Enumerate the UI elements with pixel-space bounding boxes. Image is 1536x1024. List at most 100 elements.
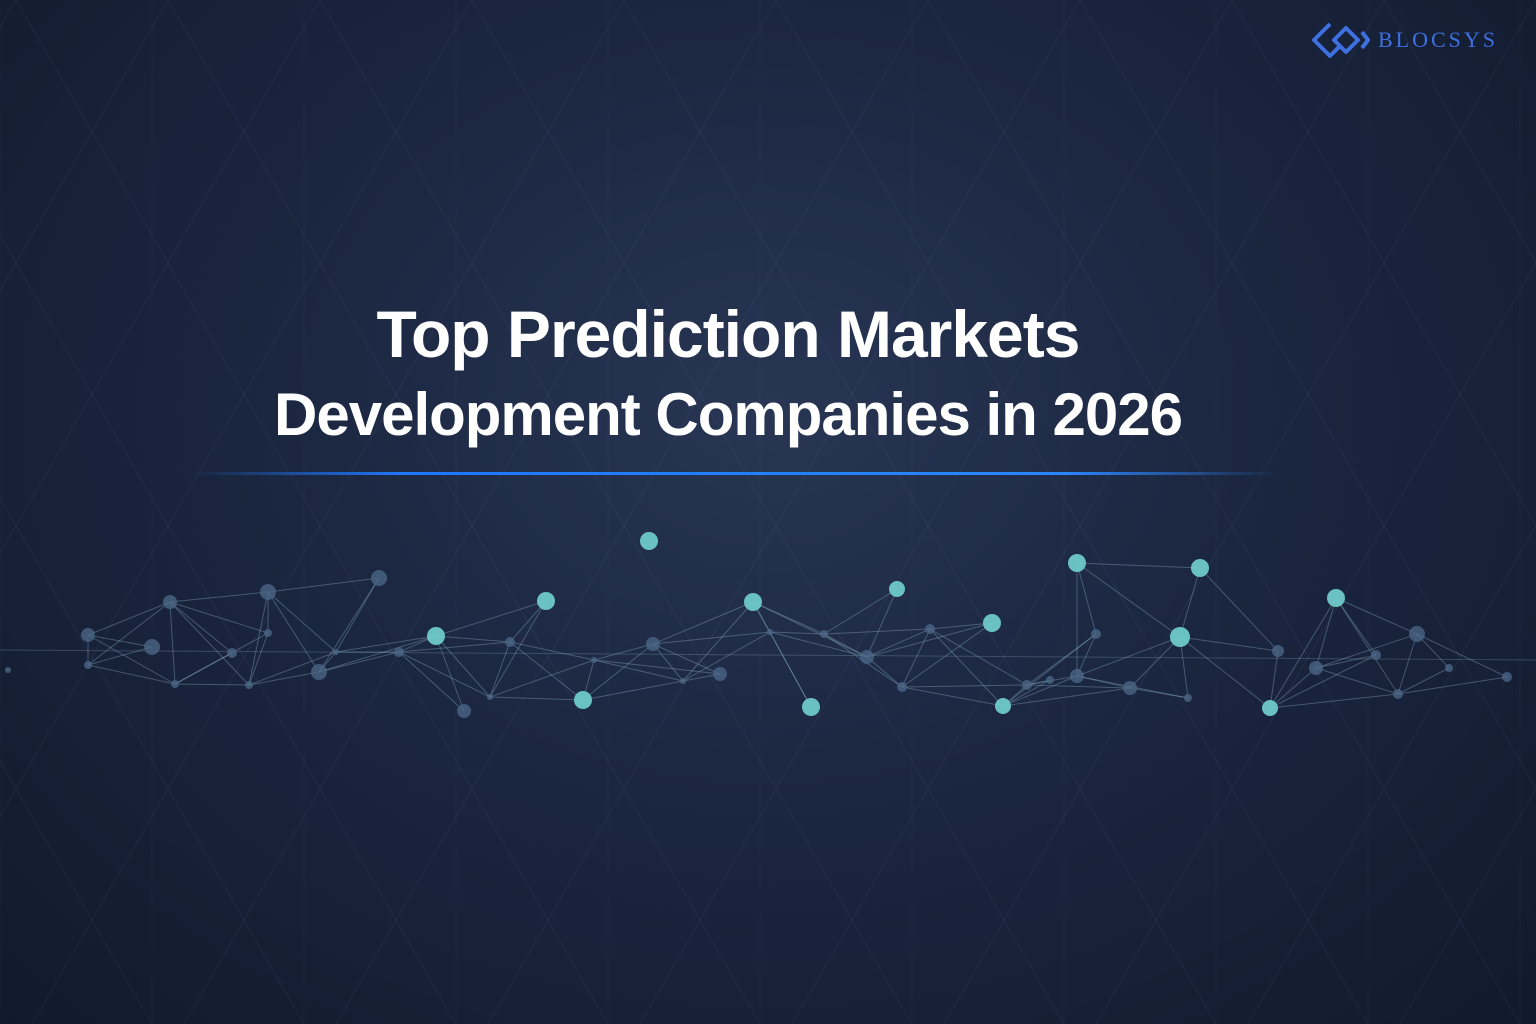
network-edge — [1315, 597, 1337, 669]
network-edge — [1179, 636, 1189, 699]
network-node — [1327, 589, 1345, 607]
network-edge — [489, 600, 547, 698]
network-edge — [1129, 687, 1189, 699]
network-edge — [1076, 562, 1201, 569]
network-edge — [1026, 633, 1097, 686]
network-edge — [169, 591, 269, 603]
network-edge — [682, 601, 754, 682]
network-node — [591, 657, 597, 663]
network-edge — [169, 601, 250, 686]
network-node — [646, 637, 660, 651]
network-node — [574, 691, 592, 709]
network-edge — [1076, 562, 1097, 635]
network-edge — [652, 631, 771, 645]
network-edge — [248, 671, 320, 686]
network-edge — [248, 651, 337, 686]
network-edge — [682, 631, 771, 682]
network-edge — [1199, 567, 1279, 652]
network-edge — [1416, 633, 1508, 678]
network-node — [163, 595, 177, 609]
network-edge — [267, 577, 380, 593]
network-node — [802, 698, 820, 716]
network-edge — [489, 641, 511, 698]
network-node — [1191, 559, 1209, 577]
network-edge — [1315, 654, 1377, 669]
grid-line — [0, 0, 169, 292]
network-edge — [1002, 687, 1131, 707]
network-edge — [435, 600, 547, 637]
network-edge — [318, 577, 380, 673]
network-edge — [866, 622, 993, 658]
network-edge — [489, 696, 584, 701]
network-node — [537, 592, 555, 610]
grid-line — [335, 0, 929, 1024]
grid-line — [623, 0, 1217, 1024]
network-node — [640, 532, 658, 550]
network-edge — [866, 656, 903, 688]
network-edge — [1269, 693, 1399, 709]
network-edge — [335, 577, 380, 653]
network-node — [1502, 672, 1512, 682]
network-edge — [866, 588, 898, 658]
network-edge — [593, 659, 684, 682]
network-node — [505, 637, 515, 647]
network-node — [260, 584, 276, 600]
network-edge — [1269, 667, 1317, 709]
grid-line — [1383, 0, 1536, 264]
network-edge — [1002, 633, 1097, 707]
grid-line — [775, 0, 1369, 1024]
accent-divider — [190, 472, 1280, 475]
headline-line-1: Top Prediction Markets — [376, 297, 1081, 371]
network-edge — [435, 635, 511, 643]
network-edge — [769, 631, 812, 708]
network-edge — [174, 683, 250, 686]
network-edge — [87, 634, 153, 648]
network-node — [860, 650, 874, 664]
blocsys-logo-icon — [1312, 22, 1370, 58]
network-node — [1393, 689, 1403, 699]
network-edge — [752, 601, 812, 708]
network-edge — [901, 686, 1004, 707]
network-edge — [174, 632, 269, 685]
network-edge — [593, 659, 721, 675]
network-edge — [1269, 597, 1337, 709]
network-edge — [1335, 597, 1418, 635]
network-edge — [87, 664, 176, 685]
network-node — [897, 682, 907, 692]
network-edge — [435, 635, 465, 712]
network-node — [84, 661, 92, 669]
network-edge — [1076, 562, 1181, 638]
network-node — [1070, 669, 1084, 683]
network-node — [427, 627, 445, 645]
grid-line — [183, 0, 777, 1024]
network-edge — [398, 651, 491, 698]
network-node — [680, 678, 686, 684]
grid-line — [471, 0, 1065, 1024]
network-edge — [652, 643, 721, 675]
grid-line — [639, 0, 1233, 1024]
network-node — [1123, 681, 1137, 695]
network-node — [1022, 680, 1032, 690]
network-edge — [823, 633, 868, 658]
network-edge — [1076, 675, 1131, 689]
network-edge — [929, 628, 1004, 707]
network-edge — [1076, 636, 1181, 677]
network-node — [371, 570, 387, 586]
network-edge — [901, 628, 931, 688]
network-edge — [1335, 597, 1399, 695]
network-edge — [87, 601, 171, 636]
network-node — [1409, 626, 1425, 642]
network-edge — [509, 641, 584, 701]
network-edge — [582, 680, 684, 701]
network-node — [5, 667, 11, 673]
network-edge — [1129, 636, 1181, 689]
network-edge — [929, 622, 993, 630]
network-edge — [901, 622, 993, 688]
network-edge — [509, 600, 547, 643]
network-node — [333, 649, 339, 655]
grid-line — [1399, 787, 1536, 1024]
network-node — [1309, 661, 1323, 675]
network-node — [767, 629, 773, 635]
grid-line — [487, 0, 1081, 1024]
